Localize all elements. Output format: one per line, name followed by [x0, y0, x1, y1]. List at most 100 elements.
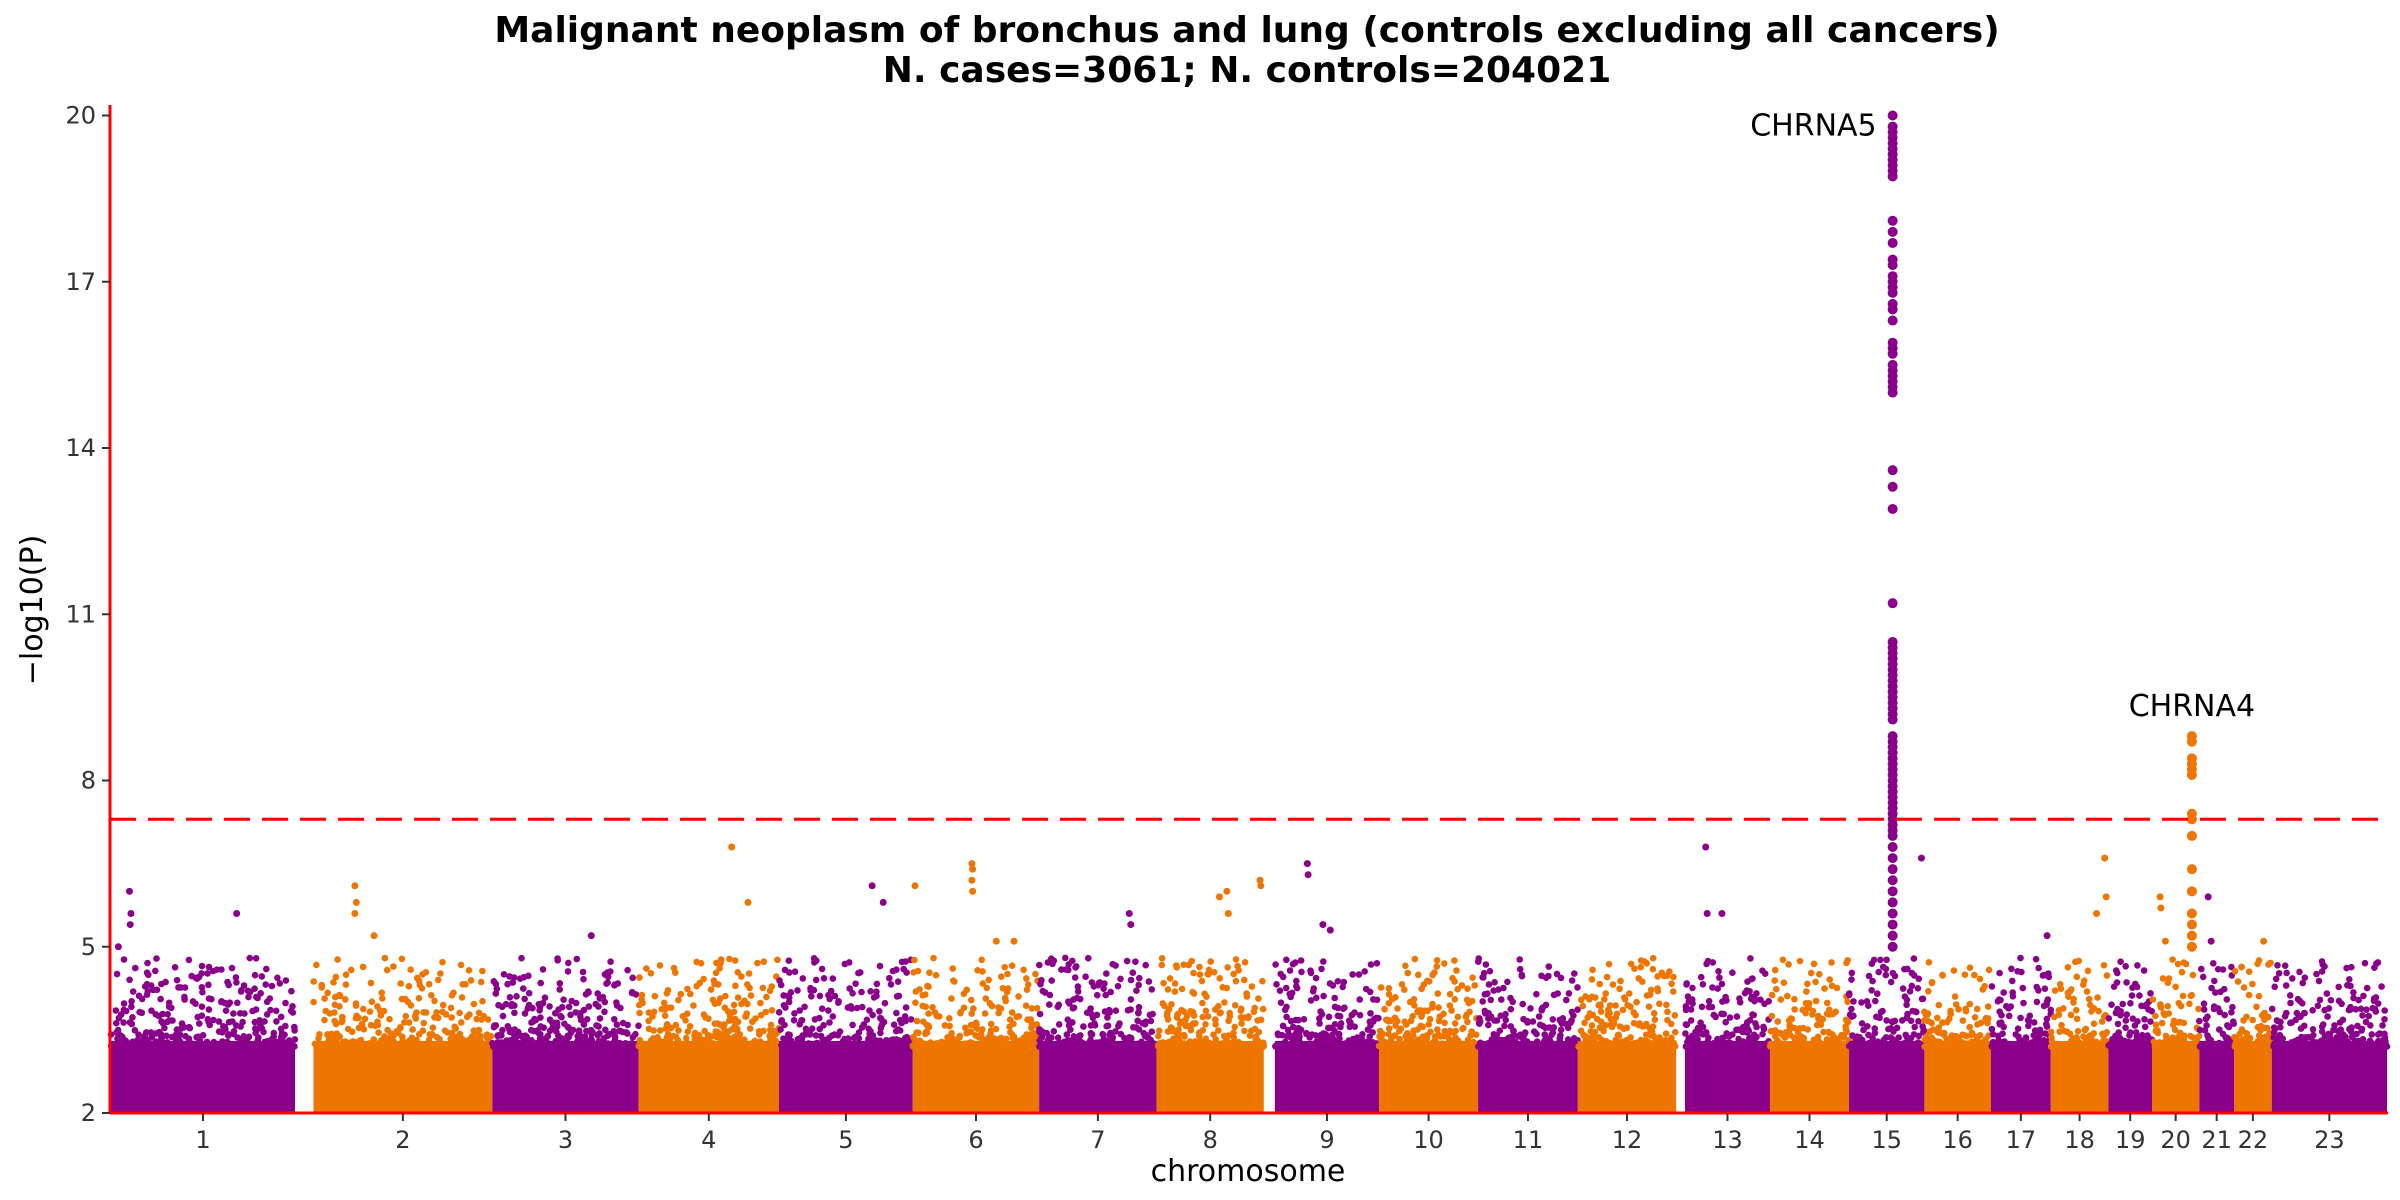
snp-point — [1919, 1023, 1926, 1030]
snp-point — [2100, 962, 2108, 969]
snp-point — [791, 968, 799, 975]
snp-point — [826, 995, 833, 1003]
snp-point — [434, 1014, 442, 1022]
snp-point — [1723, 997, 1730, 1004]
snp-point — [521, 995, 528, 1003]
snp-point — [1392, 1022, 1399, 1029]
snp-point — [741, 997, 748, 1005]
snp-point — [613, 999, 620, 1006]
snp-point — [234, 999, 241, 1007]
snp-point — [1048, 977, 1055, 984]
snp-point — [286, 1037, 293, 1044]
snp-point — [1709, 984, 1716, 991]
snp-point — [1082, 973, 1089, 980]
snp-point — [1802, 1000, 1810, 1007]
snp-point — [1989, 1030, 1997, 1038]
snp-point — [730, 1001, 738, 1009]
chromosome-15-points — [1845, 955, 1927, 1113]
snp-point — [1065, 1042, 1073, 1050]
snp-point — [536, 1007, 543, 1014]
snp-point — [413, 1036, 420, 1044]
snp-point — [903, 969, 910, 976]
snp-point — [1747, 955, 1754, 962]
snp-point — [1454, 1037, 1462, 1044]
snp-point — [1928, 979, 1936, 987]
snp-point — [1548, 1031, 1555, 1039]
snp-point — [1883, 1017, 1890, 1024]
snp-point — [967, 1021, 975, 1029]
snp-point — [916, 986, 923, 993]
snp-point — [1046, 991, 1054, 999]
snp-point — [1889, 1035, 1896, 1043]
snp-point — [1202, 1007, 1210, 1015]
snp-point — [946, 1015, 953, 1022]
snp-point — [222, 1007, 230, 1014]
snp-point — [514, 1032, 522, 1040]
snp-point — [2107, 1043, 2115, 1050]
snp-point — [1259, 1005, 1267, 1013]
snp-point — [1135, 981, 1142, 989]
snp-point — [960, 1004, 968, 1011]
snp-point — [1809, 1011, 1816, 1018]
snp-point — [504, 980, 511, 988]
snp-point — [1448, 1007, 1455, 1014]
snp-point — [1844, 957, 1851, 964]
snp-point — [360, 1005, 367, 1013]
snp-point — [1036, 1010, 1044, 1018]
snp-point — [374, 1018, 381, 1026]
snp-point — [1205, 971, 1212, 978]
snp-point — [1858, 1020, 1866, 1027]
snp-point — [1968, 1031, 1975, 1039]
snp-point — [1087, 1010, 1095, 1018]
snp-point — [1283, 1003, 1290, 1011]
snp-point — [619, 1043, 627, 1050]
snp-point — [260, 1028, 267, 1036]
snp-point — [866, 1007, 873, 1014]
snp-point — [691, 1043, 698, 1050]
snp-point — [929, 1004, 936, 1011]
snp-point — [192, 1000, 199, 1007]
snp-point — [1777, 996, 1785, 1003]
snp-point — [379, 995, 386, 1002]
snp-point — [1785, 961, 1792, 968]
snp-point — [1971, 971, 1978, 979]
snp-point — [313, 961, 320, 969]
snp-point — [1476, 1018, 1484, 1025]
snp-point — [564, 968, 572, 975]
snp-point — [876, 1008, 883, 1015]
snp-point — [617, 1004, 624, 1012]
snp-point — [1605, 960, 1613, 968]
snp-point — [1670, 973, 1677, 981]
snp-point — [1394, 1005, 1401, 1012]
snp-point — [156, 1028, 163, 1036]
snp-point — [1192, 1020, 1199, 1027]
snp-point — [513, 993, 520, 1000]
snp-point — [766, 1032, 773, 1040]
snp-point — [1474, 958, 1482, 965]
snp-point — [1293, 977, 1300, 985]
snp-point — [1070, 1004, 1078, 1011]
snp-point — [1202, 1021, 1209, 1028]
snp-point — [1420, 981, 1428, 988]
snp-point — [1001, 994, 1009, 1002]
chromosome-8-dense-band — [1156, 1040, 1264, 1113]
snp-point — [1845, 991, 1853, 999]
snp-point — [1298, 1043, 1306, 1050]
snp-point — [757, 1011, 765, 1019]
snp-point — [925, 1022, 932, 1030]
snp-point — [1911, 1023, 1918, 1031]
snp-point — [198, 1003, 206, 1010]
snp-point — [677, 990, 685, 998]
snp-point — [1699, 981, 1707, 988]
snp-point — [1545, 963, 1553, 970]
snp-point — [1295, 1029, 1303, 1037]
snp-point — [1799, 1024, 1807, 1032]
snp-point — [1451, 1020, 1459, 1027]
snp-point — [1028, 1020, 1036, 1027]
snp-point — [782, 1004, 789, 1011]
snp-point — [1656, 1000, 1663, 1008]
snp-point — [1091, 1022, 1099, 1029]
snp-point — [332, 973, 340, 981]
snp-point — [426, 1043, 434, 1050]
chromosome-17-points — [1988, 954, 2055, 1113]
